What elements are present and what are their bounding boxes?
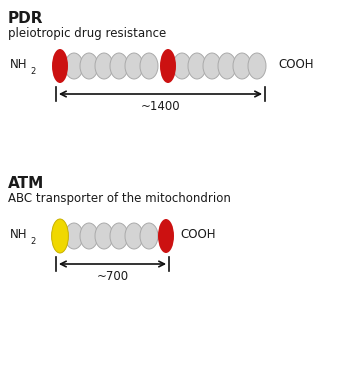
Text: ~1400: ~1400 [141, 100, 180, 112]
Ellipse shape [140, 53, 158, 79]
Ellipse shape [248, 53, 266, 79]
Ellipse shape [140, 223, 158, 249]
Ellipse shape [203, 53, 221, 79]
Ellipse shape [158, 219, 174, 253]
Text: 2: 2 [30, 66, 35, 76]
Text: NH: NH [10, 59, 28, 71]
Ellipse shape [80, 223, 98, 249]
Ellipse shape [218, 53, 236, 79]
Ellipse shape [233, 53, 251, 79]
Ellipse shape [110, 53, 128, 79]
Ellipse shape [95, 53, 113, 79]
Ellipse shape [51, 219, 69, 253]
Text: ABC transporter of the mitochondrion: ABC transporter of the mitochondrion [8, 192, 231, 205]
Ellipse shape [188, 53, 206, 79]
Text: ~700: ~700 [97, 269, 129, 283]
Text: COOH: COOH [278, 59, 313, 71]
Text: pleiotropic drug resistance: pleiotropic drug resistance [8, 27, 166, 40]
Text: 2: 2 [30, 237, 35, 245]
Ellipse shape [95, 223, 113, 249]
Text: ATM: ATM [8, 176, 44, 191]
Ellipse shape [65, 53, 83, 79]
Ellipse shape [125, 223, 143, 249]
Text: PDR: PDR [8, 11, 44, 26]
Ellipse shape [173, 53, 191, 79]
Ellipse shape [65, 223, 83, 249]
Ellipse shape [52, 49, 68, 83]
Ellipse shape [80, 53, 98, 79]
Ellipse shape [110, 223, 128, 249]
Text: COOH: COOH [180, 229, 216, 242]
Text: NH: NH [10, 229, 28, 242]
Ellipse shape [160, 49, 176, 83]
Ellipse shape [125, 53, 143, 79]
